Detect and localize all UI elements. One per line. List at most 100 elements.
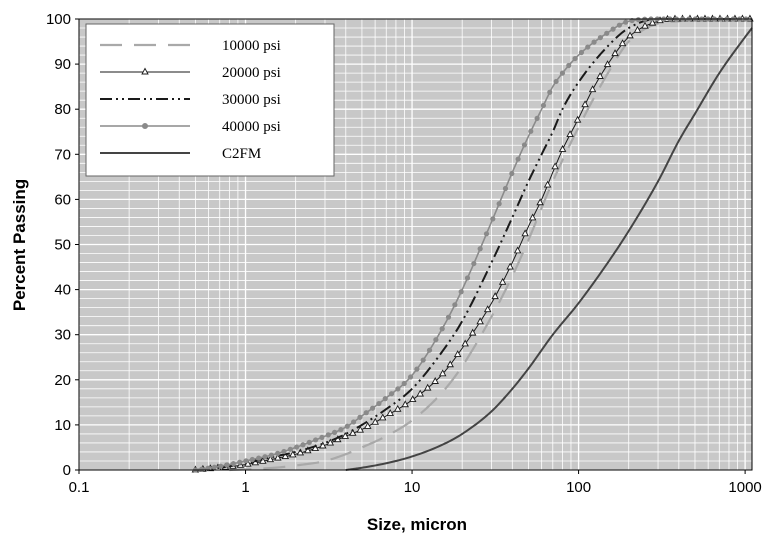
data-point [502,185,509,192]
data-point [243,458,249,464]
y-tick-label: 60 [54,191,71,208]
data-point [218,463,224,469]
data-point [344,423,350,429]
data-point [596,72,604,79]
y-axis-title: Percent Passing [10,179,29,311]
data-point [281,452,290,460]
data-point [395,386,401,392]
data-point [528,213,537,221]
series-line [345,27,753,471]
data-point [543,180,552,188]
data-point [382,396,388,402]
data-point [491,292,499,300]
data-point [249,456,255,463]
data-point [211,464,217,470]
y-tick-label: 70 [54,146,71,163]
data-point [431,377,439,384]
data-point [363,421,372,429]
legend-label: 40000 psi [222,119,281,135]
data-point [287,446,293,452]
y-tick-label: 80 [54,101,71,118]
data-point [445,314,452,320]
data-point [483,231,490,237]
data-point [433,337,439,343]
x-axis-title: Size, micron [367,515,467,534]
data-point [513,246,522,254]
data-point [616,22,622,28]
y-tick-label: 30 [54,327,71,344]
legend: 10000 psi 20000 psi 30000 psi 40000 psi C2FM [85,23,335,177]
data-point [274,453,282,461]
data-point [536,198,544,206]
y-tick-label: 40 [54,282,71,299]
data-point [281,448,287,455]
data-point [558,145,567,152]
legend-item: 20000 psi [100,65,281,81]
data-point [420,357,426,363]
data-point [300,442,306,448]
data-point [199,466,205,472]
data-point [468,328,477,336]
data-point [464,275,471,281]
data-point [386,409,394,417]
x-tick-label: 100 [566,479,591,496]
legend-marker [142,123,148,129]
data-point [521,142,528,148]
legend-item: 40000 psi [100,119,281,135]
y-tick-label: 50 [54,237,71,254]
data-point [509,170,515,177]
data-point [256,455,262,461]
data-point [581,100,589,108]
data-point [633,25,642,33]
data-point [498,277,507,285]
data-point [304,446,312,454]
data-point [341,431,350,439]
data-point [294,444,300,450]
data-point [611,49,619,57]
data-point [313,437,319,443]
data-point [388,391,395,397]
data-point [296,448,305,456]
data-point [452,302,458,308]
data-point [515,156,521,162]
data-point [566,62,572,69]
data-point [528,128,534,134]
data-point [408,395,417,403]
data-point [349,428,357,436]
data-point [588,85,597,93]
data-point [635,17,641,23]
data-point [350,419,357,425]
data-point [566,130,574,137]
data-point [458,289,464,295]
data-point [623,19,629,25]
data-point [597,34,603,41]
data-point [471,260,477,267]
data-point [626,31,634,39]
data-point [591,39,597,45]
data-point [275,450,281,457]
data-point [521,229,529,237]
data-point [357,414,363,420]
data-point [393,404,402,412]
data-point [553,78,559,85]
legend-label: C2FM [222,146,261,162]
data-point [356,425,365,433]
data-point [610,26,616,32]
data-point [461,339,469,347]
data-point [371,417,380,425]
data-point [338,427,344,433]
data-point [376,400,382,407]
data-point [573,115,582,123]
data-point [618,39,627,47]
data-point [453,350,462,358]
series-20000-psi [191,14,754,473]
data-point [416,389,424,397]
data-point [237,459,243,465]
data-point [476,317,484,325]
data-point [407,374,414,380]
data-point [641,21,649,29]
data-point [363,410,369,416]
data-point [426,347,433,353]
data-point [332,429,338,435]
